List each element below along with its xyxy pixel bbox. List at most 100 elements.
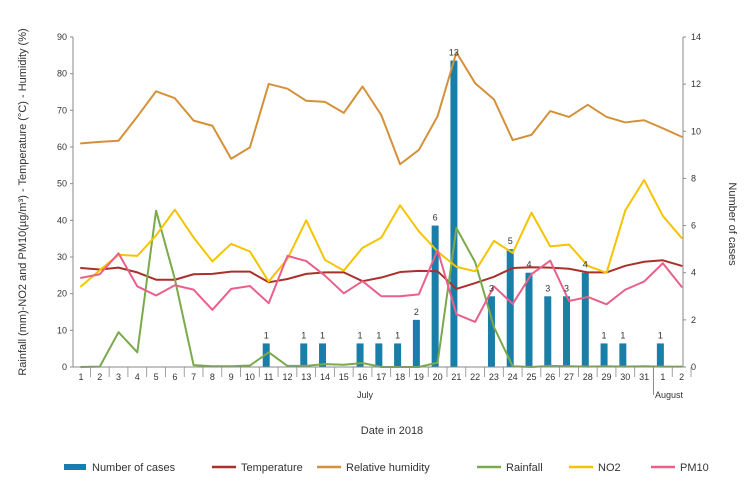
y-right-tick-label: 12 bbox=[691, 79, 701, 89]
x-tick-label: 4 bbox=[135, 372, 140, 382]
month-label-july: July bbox=[357, 390, 374, 400]
legend-swatch-number-of-cases bbox=[64, 464, 86, 470]
bar-data-label: 6 bbox=[433, 213, 438, 223]
legend-label-pm10: PM10 bbox=[680, 462, 709, 474]
x-tick-label: 11 bbox=[264, 372, 273, 382]
x-tick-label: 13 bbox=[301, 372, 311, 382]
bar-number-of-cases bbox=[563, 296, 571, 367]
bar-data-label: 4 bbox=[583, 260, 588, 270]
x-tick-label: 3 bbox=[116, 372, 121, 382]
x-tick-label: 23 bbox=[489, 372, 499, 382]
y-left-tick-label: 60 bbox=[57, 142, 67, 152]
x-tick-label: 25 bbox=[526, 372, 536, 382]
bar-number-of-cases bbox=[394, 343, 402, 367]
x-tick-label: 15 bbox=[339, 372, 349, 382]
y-left-tick-label: 40 bbox=[57, 215, 67, 225]
bar-number-of-cases bbox=[412, 319, 420, 367]
x-tick-label: 7 bbox=[191, 372, 196, 382]
bar-number-of-cases bbox=[300, 343, 308, 367]
bar-data-label: 1 bbox=[301, 330, 306, 340]
x-tick-label: 9 bbox=[229, 372, 234, 382]
x-tick-label: 21 bbox=[451, 372, 461, 382]
bar-data-label: 1 bbox=[264, 330, 269, 340]
bar-data-label: 3 bbox=[545, 283, 550, 293]
bar-number-of-cases bbox=[619, 343, 627, 367]
bar-number-of-cases bbox=[431, 225, 439, 367]
x-tick-label: 24 bbox=[508, 372, 518, 382]
x-tick-label: 22 bbox=[470, 372, 480, 382]
bar-number-of-cases bbox=[525, 272, 533, 367]
x-tick-label: 2 bbox=[679, 372, 684, 382]
y-left-tick-label: 10 bbox=[57, 325, 67, 335]
legend-label-relative-humidity: Relative humidity bbox=[346, 462, 430, 474]
bar-data-label: 4 bbox=[526, 260, 531, 270]
x-tick-label: 30 bbox=[620, 372, 630, 382]
line-no2 bbox=[80, 179, 683, 288]
bar-data-label: 13 bbox=[449, 48, 459, 58]
line-relative-humidity bbox=[80, 51, 683, 166]
line-pm10 bbox=[80, 249, 683, 323]
bar-data-label: 1 bbox=[376, 330, 381, 340]
x-tick-label: 1 bbox=[78, 372, 83, 382]
legend-label-rainfall: Rainfall bbox=[506, 462, 543, 474]
x-tick-label: 29 bbox=[602, 372, 612, 382]
legend: Number of cases Temperature Relative hum… bbox=[64, 462, 709, 474]
x-tick-label: 19 bbox=[414, 372, 424, 382]
y-left-tick-label: 0 bbox=[62, 362, 67, 372]
bar-number-of-cases bbox=[375, 343, 383, 367]
line-series-group bbox=[80, 51, 683, 368]
x-tick-label: 28 bbox=[583, 372, 593, 382]
y-axis-left-title: Rainfall (mm)-NO2 and PM10(µg/m³) - Temp… bbox=[17, 28, 29, 375]
y-right-tick-label: 6 bbox=[691, 221, 696, 231]
x-tick-label: 20 bbox=[433, 372, 443, 382]
y-left-tick-label: 90 bbox=[57, 32, 67, 42]
x-tick-label: 26 bbox=[545, 372, 555, 382]
bar-number-of-cases bbox=[656, 343, 664, 367]
bar-data-label: 5 bbox=[508, 236, 513, 246]
x-tick-label: 14 bbox=[320, 372, 330, 382]
bar-data-label: 1 bbox=[395, 330, 400, 340]
bar-series-number-of-cases bbox=[262, 60, 664, 367]
y-right-tick-label: 4 bbox=[691, 268, 696, 278]
x-tick-label: 31 bbox=[639, 372, 649, 382]
line-temperature bbox=[80, 259, 683, 290]
y-right-tick-label: 10 bbox=[691, 126, 701, 136]
x-tick-label: 2 bbox=[97, 372, 102, 382]
x-tick-label: 5 bbox=[154, 372, 159, 382]
x-tick-label: 1 bbox=[660, 372, 665, 382]
bar-number-of-cases bbox=[450, 60, 458, 367]
bar-number-of-cases bbox=[600, 343, 608, 367]
x-tick-label: 10 bbox=[245, 372, 255, 382]
y-left-tick-label: 80 bbox=[57, 69, 67, 79]
x-tick-label: 6 bbox=[172, 372, 177, 382]
y-left-tick-label: 50 bbox=[57, 179, 67, 189]
bar-data-label: 1 bbox=[358, 330, 363, 340]
x-tick-label: 8 bbox=[210, 372, 215, 382]
bar-number-of-cases bbox=[319, 343, 327, 367]
y-left-tick-label: 30 bbox=[57, 252, 67, 262]
bar-number-of-cases bbox=[487, 296, 495, 367]
bar-data-label: 2 bbox=[414, 307, 419, 317]
bar-data-labels: 1 1 1 1 1 1 2 6 13 3 5 4 3 3 4 1 1 1 bbox=[264, 48, 663, 341]
legend-label-number-of-cases: Number of cases bbox=[92, 462, 176, 474]
legend-label-temperature: Temperature bbox=[241, 462, 303, 474]
x-tick-label: 16 bbox=[358, 372, 368, 382]
x-axis-title: Date in 2018 bbox=[361, 425, 423, 437]
y-axis-right-title: Number of cases bbox=[726, 182, 738, 266]
y-right-tick-label: 8 bbox=[691, 173, 696, 183]
bar-data-label: 1 bbox=[602, 330, 607, 340]
x-tick-label: 18 bbox=[395, 372, 405, 382]
legend-label-no2: NO2 bbox=[598, 462, 621, 474]
y-left-tick-label: 20 bbox=[57, 289, 67, 299]
bar-data-label: 1 bbox=[320, 330, 325, 340]
y-left-tick-label: 70 bbox=[57, 105, 67, 115]
bar-data-label: 1 bbox=[620, 330, 625, 340]
bar-data-label: 3 bbox=[564, 283, 569, 293]
y-right-tick-label: 0 bbox=[691, 362, 696, 372]
y-right-tick-label: 2 bbox=[691, 315, 696, 325]
bar-number-of-cases bbox=[581, 272, 589, 367]
bar-number-of-cases bbox=[356, 343, 364, 367]
y-right-tick-label: 14 bbox=[691, 32, 701, 42]
month-label-august: August bbox=[655, 390, 684, 400]
